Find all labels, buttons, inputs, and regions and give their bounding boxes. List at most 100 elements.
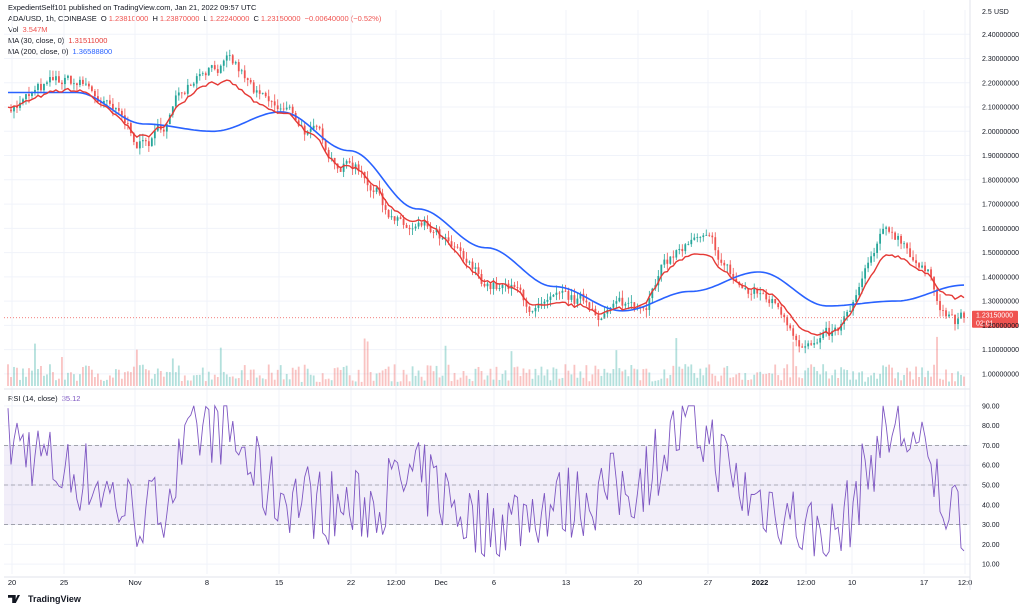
candle-body	[582, 293, 585, 301]
tradingview-logo-icon-2	[14, 595, 20, 603]
candle-body	[108, 100, 111, 104]
candle-body	[255, 90, 258, 93]
candle-body	[792, 328, 795, 336]
volume-bar	[246, 380, 249, 386]
volume-bar	[141, 364, 144, 386]
candle-body	[99, 101, 102, 104]
volume-bar	[99, 379, 102, 386]
volume-bar	[546, 369, 549, 386]
candle-body	[786, 317, 789, 326]
volume-bar	[372, 380, 375, 386]
volume-label: Vol	[8, 25, 19, 34]
volume-bar	[864, 381, 867, 386]
price-tick-label: 2.20000000	[982, 80, 1019, 87]
candle-body	[309, 128, 312, 132]
candle-body	[474, 267, 477, 269]
volume-bar	[85, 365, 87, 386]
volume-bar	[282, 379, 285, 386]
volume-bar	[129, 372, 132, 386]
volume-bar	[501, 373, 504, 386]
volume-bar	[642, 369, 645, 386]
ma30-legend[interactable]: MA (30, close, 0) 1.31511000	[8, 36, 109, 46]
candle-body	[273, 101, 276, 106]
tradingview-logo[interactable]: TradingView	[8, 594, 81, 604]
candle-body	[348, 161, 351, 163]
candle-body	[540, 303, 543, 305]
volume-bar	[678, 366, 681, 386]
volume-bar	[276, 369, 279, 386]
volume-bar	[714, 375, 717, 386]
candle-body	[46, 82, 48, 84]
volume-bar	[183, 375, 186, 386]
candle-body	[216, 69, 219, 73]
candle-body	[546, 299, 549, 302]
candle-body	[70, 75, 72, 84]
volume-bar	[822, 364, 825, 386]
volume-bar	[633, 368, 636, 386]
time-tick-label: 10	[848, 578, 856, 587]
volume-bar	[561, 377, 564, 386]
candle-body	[828, 327, 831, 337]
ma200-value: 1.36588800	[72, 47, 113, 56]
grid	[4, 10, 970, 574]
candle-body	[801, 346, 804, 348]
candle-body	[342, 163, 345, 172]
volume-bar	[852, 371, 855, 386]
volume-bar	[627, 376, 630, 386]
volume-bar	[480, 371, 483, 386]
volume-bar	[396, 381, 399, 386]
volume-bar	[315, 381, 318, 386]
rsi-legend[interactable]: RSI (14, close) 35.12	[8, 394, 82, 404]
volume-bar	[213, 374, 216, 386]
tradingview-logo-text: TradingView	[28, 594, 81, 604]
candle-body	[522, 289, 525, 301]
candle-body	[201, 73, 204, 75]
candle-body	[123, 115, 126, 124]
volume-bar	[402, 369, 405, 386]
volume-bar	[594, 365, 597, 386]
candle-body	[91, 86, 93, 91]
candle-body	[351, 162, 354, 170]
volume-bar	[318, 381, 321, 386]
volume-bar	[948, 381, 950, 386]
candle-body	[525, 300, 528, 307]
candle-body	[624, 303, 627, 306]
volume-bar	[28, 368, 30, 386]
volume-bar	[34, 343, 36, 386]
volume-bar	[465, 375, 468, 386]
volume-bar	[234, 378, 237, 386]
volume-bar	[67, 372, 69, 386]
volume-bar	[420, 376, 423, 386]
volume-bar	[597, 369, 600, 386]
volume-bar	[135, 349, 138, 386]
volume-bar	[942, 379, 944, 386]
candle-body	[630, 302, 633, 304]
candle-body	[58, 76, 60, 83]
candle-body	[126, 123, 129, 124]
volume-bar	[960, 374, 962, 386]
candle-body	[789, 325, 792, 329]
candle-body	[579, 293, 582, 299]
candle-body	[603, 313, 606, 319]
candle-body	[651, 288, 654, 299]
volume-bar	[555, 368, 558, 386]
symbol-label[interactable]: ADA/USD, 1h, COINBASE	[8, 14, 97, 23]
volume-bar	[441, 375, 444, 386]
volume-bar	[348, 375, 351, 386]
volume-bar	[837, 377, 840, 386]
volume-bar	[216, 377, 219, 386]
candle-body	[213, 65, 216, 70]
candle-body	[327, 149, 330, 159]
candle-body	[723, 262, 726, 266]
candle-body	[729, 264, 732, 275]
volume-bar	[954, 381, 956, 386]
volume-bar	[651, 381, 654, 386]
candle-body	[150, 138, 153, 147]
volume-line[interactable]: Vol 3.547M	[8, 25, 50, 35]
volume-bar	[636, 369, 639, 386]
volume-bar	[393, 364, 396, 386]
volume-bar	[336, 367, 339, 386]
volume-bar	[657, 380, 660, 386]
ma200-legend[interactable]: MA (200, close, 0) 1.36588800	[8, 47, 114, 57]
